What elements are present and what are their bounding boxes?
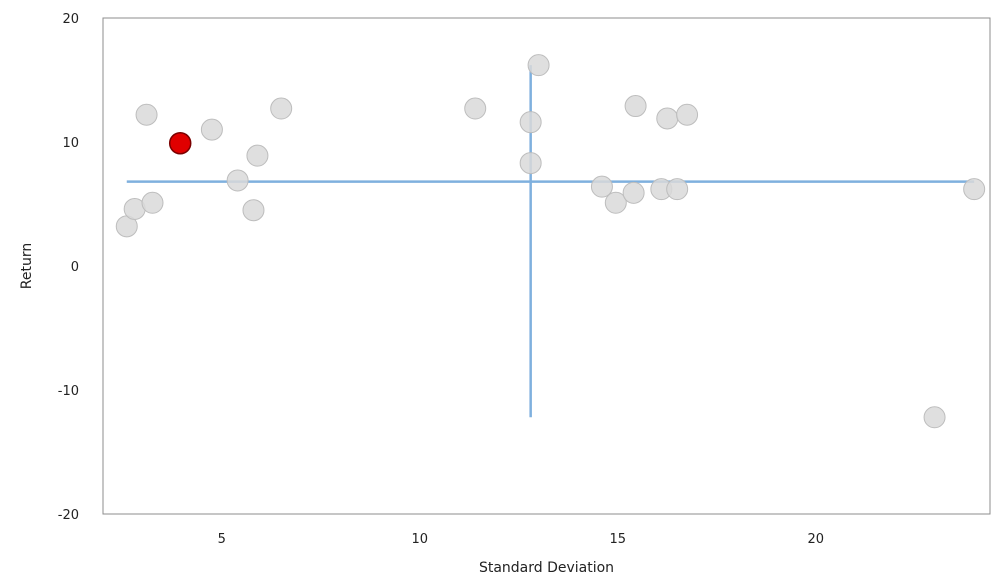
data-point[interactable] xyxy=(624,95,647,118)
data-point[interactable] xyxy=(242,199,265,222)
data-point[interactable] xyxy=(246,144,269,167)
y-tick-label: -20 xyxy=(58,508,79,523)
data-point[interactable] xyxy=(200,118,223,141)
data-point[interactable] xyxy=(923,406,946,429)
data-point[interactable] xyxy=(226,169,249,192)
data-point[interactable] xyxy=(527,54,550,77)
plot-frame xyxy=(102,17,991,515)
data-point[interactable] xyxy=(666,178,689,201)
data-point[interactable] xyxy=(656,107,679,130)
y-tick-label: -10 xyxy=(58,384,79,399)
data-point[interactable] xyxy=(270,97,293,120)
data-point[interactable] xyxy=(963,178,986,201)
data-points xyxy=(115,54,986,429)
x-tick-label: 5 xyxy=(218,532,226,547)
plot-area xyxy=(102,17,991,515)
y-tick-label: 10 xyxy=(62,136,79,151)
y-axis-title: Return xyxy=(19,243,35,289)
data-point[interactable] xyxy=(519,152,542,175)
y-tick-label: 20 xyxy=(62,12,79,27)
x-axis-ticks: 5 10 15 20 xyxy=(218,532,824,547)
data-point[interactable] xyxy=(135,103,158,126)
data-point[interactable] xyxy=(676,103,699,126)
data-point[interactable] xyxy=(622,181,645,204)
mean-lines xyxy=(126,65,975,418)
data-point[interactable] xyxy=(590,175,613,198)
x-axis-title: Standard Deviation xyxy=(479,560,614,576)
y-tick-label: 0 xyxy=(71,260,79,275)
x-tick-label: 15 xyxy=(610,532,627,547)
highlighted-data-point[interactable] xyxy=(168,131,192,155)
data-point[interactable] xyxy=(464,97,487,120)
y-axis-ticks: -20 -10 0 10 20 xyxy=(58,12,79,523)
x-tick-label: 20 xyxy=(807,532,824,547)
data-point[interactable] xyxy=(141,191,164,214)
data-point[interactable] xyxy=(519,111,542,134)
x-tick-label: 10 xyxy=(412,532,429,547)
data-point[interactable] xyxy=(604,191,627,214)
